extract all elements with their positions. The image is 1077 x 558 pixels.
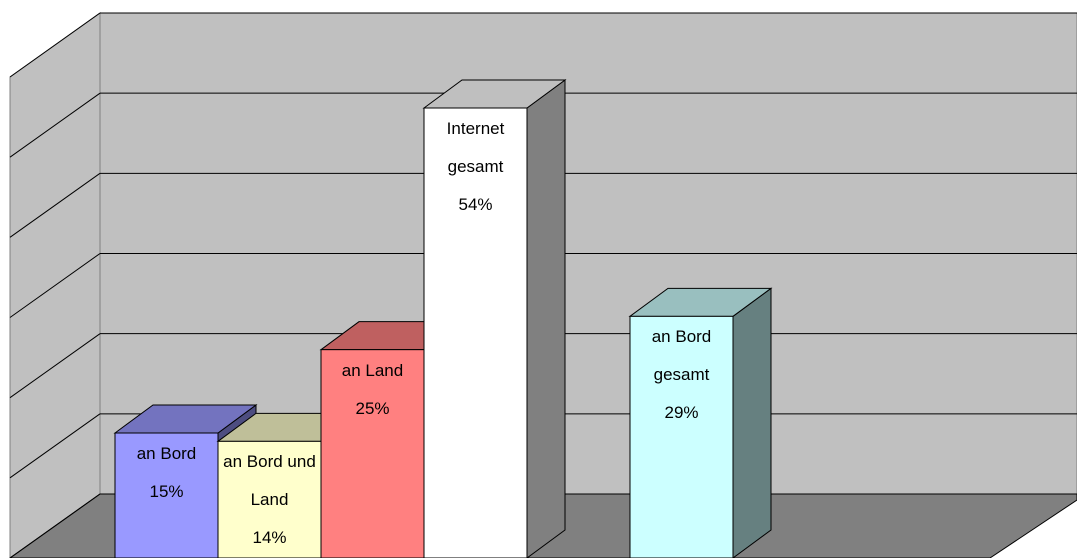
bar — [629, 315, 734, 558]
category-label: an Land — [341, 360, 404, 380]
bar — [320, 349, 425, 558]
bar — [217, 440, 322, 558]
value-label: 54% — [458, 195, 493, 214]
side-grid-line — [9, 92, 101, 158]
category-label: an Bord — [136, 444, 197, 463]
data-label: an Bord 15% — [113, 435, 220, 511]
category-label: Internet gesamt — [446, 119, 505, 176]
data-label: an Bord gesamt 29% — [628, 318, 735, 432]
value-label: 14% — [252, 528, 287, 548]
category-label: an Bord und Land — [223, 452, 316, 510]
value-label: 25% — [355, 398, 390, 418]
side-grid-line — [9, 172, 101, 238]
data-label: an Bord und Land 14% — [216, 443, 323, 557]
side-grid-line — [9, 333, 101, 399]
value-label: 15% — [149, 482, 184, 501]
category-label: an Bord gesamt — [651, 327, 712, 385]
side-grid-line — [9, 493, 101, 558]
side-grid-line — [9, 12, 101, 78]
bar — [423, 107, 528, 558]
value-label: 29% — [664, 403, 699, 423]
bar-side — [526, 79, 566, 558]
data-label: Internet gesamt 54% — [422, 110, 529, 224]
data-label: an Land 25% — [319, 352, 426, 428]
side-grid-line — [9, 413, 101, 479]
bar-side — [732, 287, 772, 558]
side-grid-line — [9, 253, 101, 318]
